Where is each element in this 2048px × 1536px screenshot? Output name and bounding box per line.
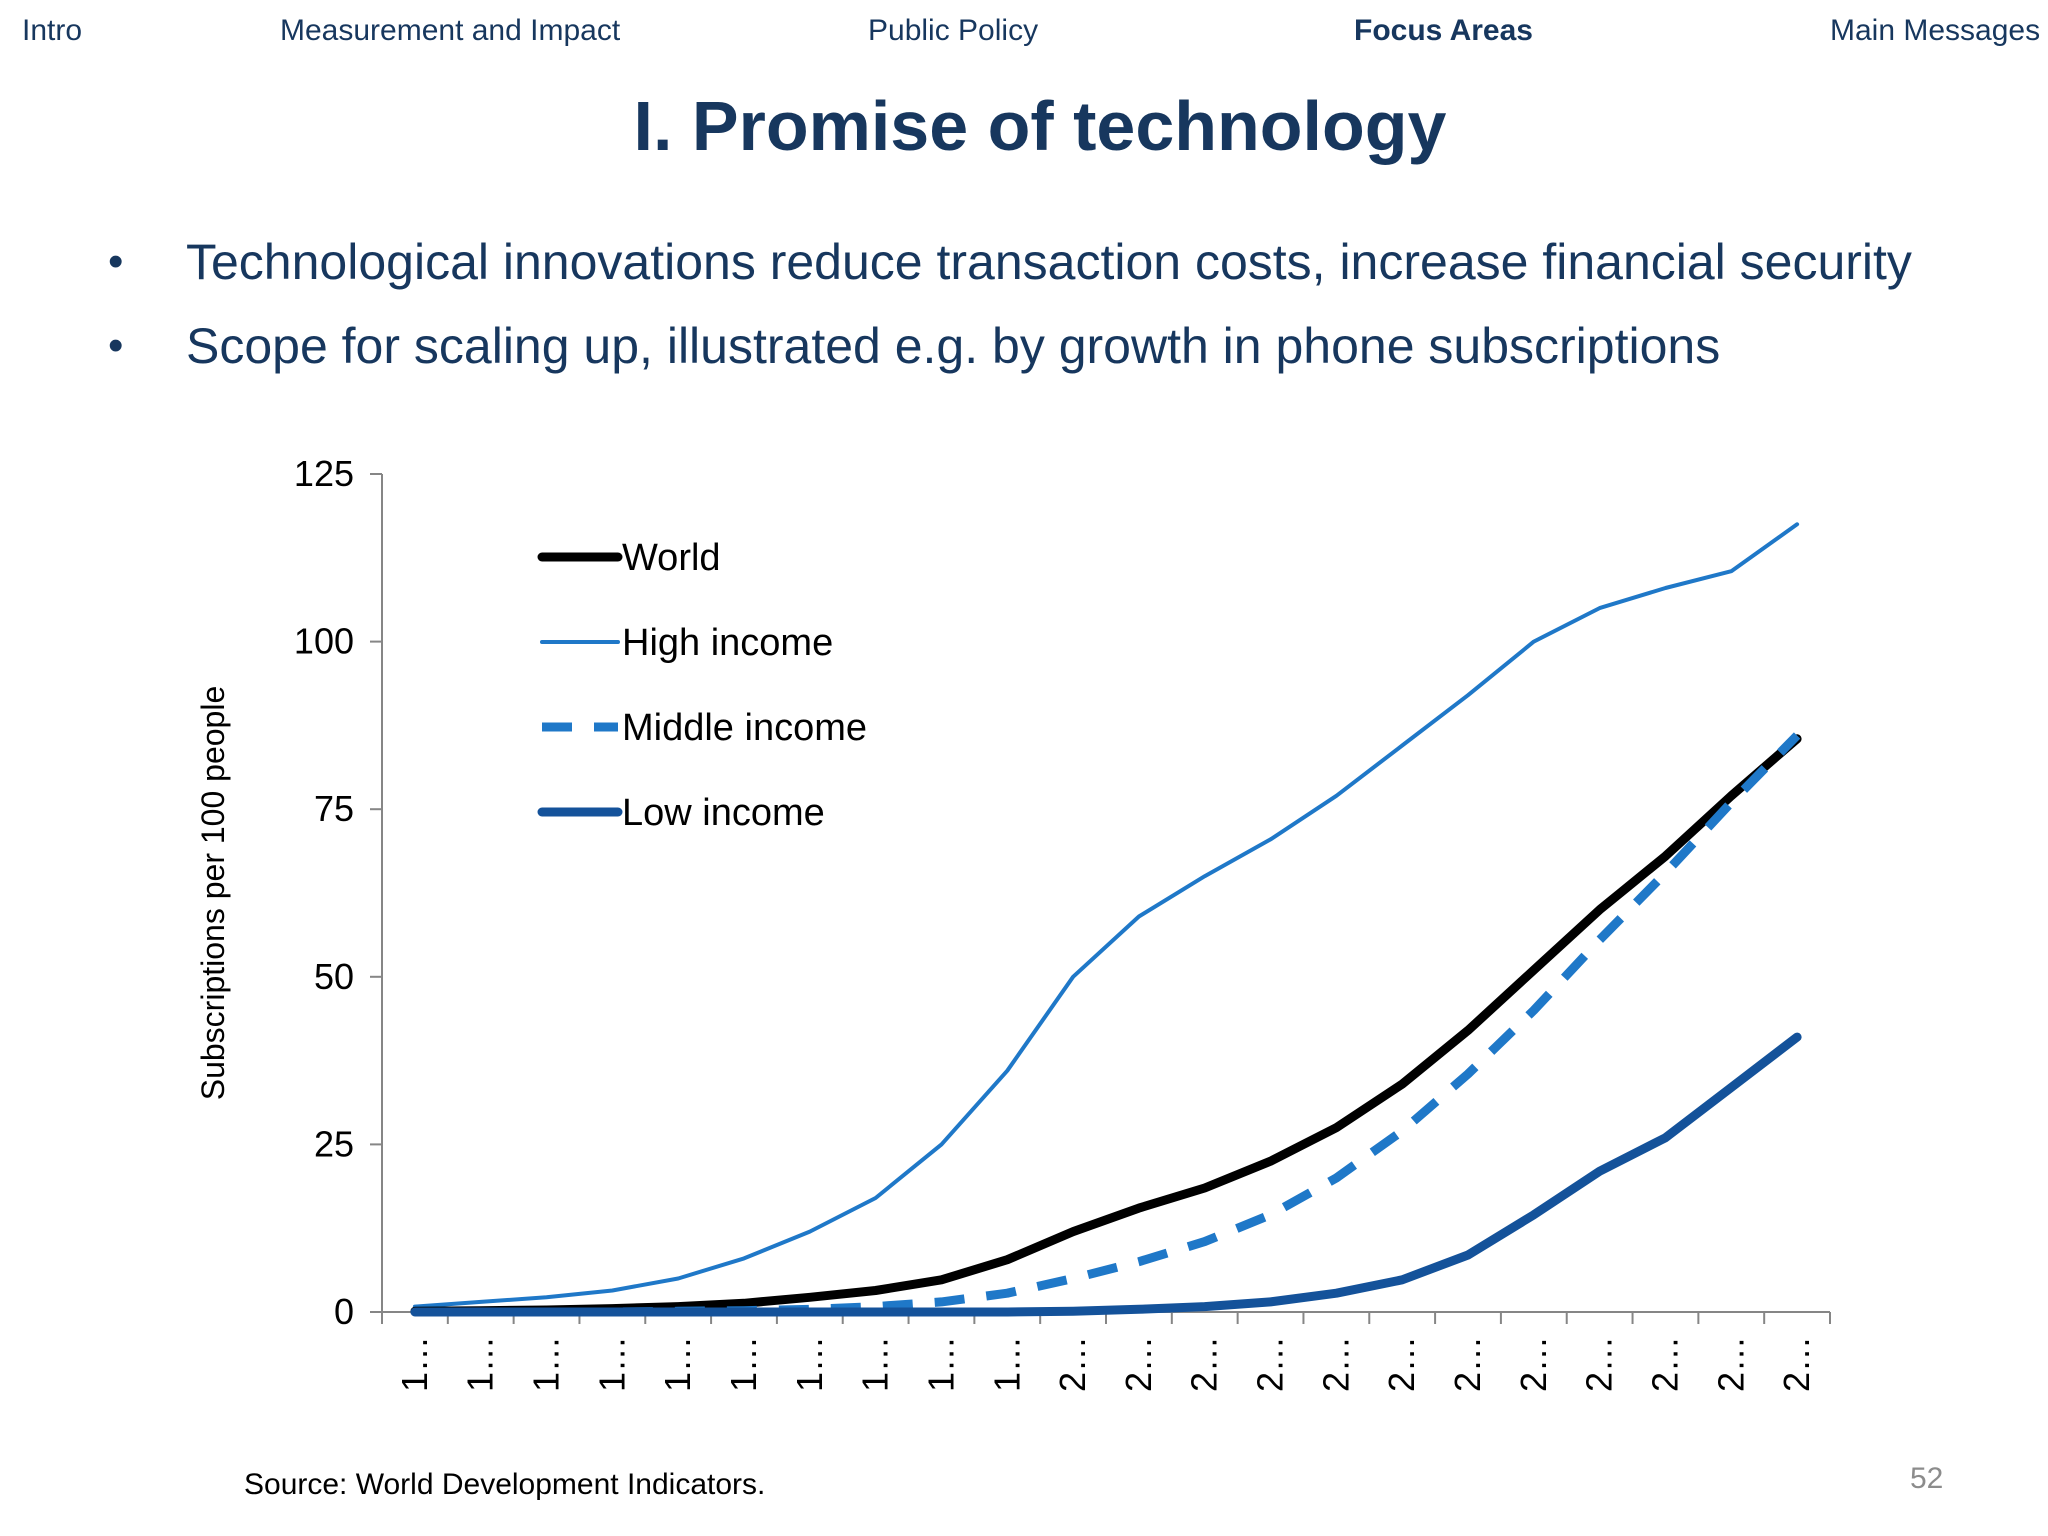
source-note: Source: World Development Indicators. xyxy=(244,1468,766,1501)
x-tick-label: 2… xyxy=(1447,1336,1488,1392)
x-tick-label: 1… xyxy=(920,1336,961,1392)
x-tick-label: 2… xyxy=(1052,1336,1093,1392)
legend-label-low-income: Low income xyxy=(622,792,825,834)
bullet-list: • Technological innovations reduce trans… xyxy=(100,220,1912,388)
y-tick-label: 25 xyxy=(314,1123,354,1164)
slide-title: I. Promise of technology xyxy=(633,87,1447,165)
y-tick-label: 75 xyxy=(314,788,354,829)
bullet-text: Technological innovations reduce transac… xyxy=(186,234,1912,290)
nav-measurement-and-impact[interactable]: Measurement and Impact xyxy=(280,14,621,47)
legend-label-world: World xyxy=(622,537,721,579)
x-tick-label: 2… xyxy=(1579,1336,1620,1392)
nav-main-messages[interactable]: Main Messages xyxy=(1830,14,2041,47)
bullet-item: • Technological innovations reduce trans… xyxy=(100,220,1912,304)
y-axis-title: Subscriptions per 100 people xyxy=(195,686,231,1101)
x-tick-label: 2… xyxy=(1381,1336,1422,1392)
y-tick-label: 50 xyxy=(314,956,354,997)
x-tick-label: 1… xyxy=(986,1336,1027,1392)
top-navigation: Intro Measurement and Impact Public Poli… xyxy=(0,0,2048,64)
x-tick-label: 1… xyxy=(591,1336,632,1392)
x-tick-label: 2… xyxy=(1118,1336,1159,1392)
x-tick-label: 2… xyxy=(1250,1336,1291,1392)
nav-intro[interactable]: Intro xyxy=(22,14,83,47)
x-tick-label: 2… xyxy=(1644,1336,1685,1392)
nav-focus-areas[interactable]: Focus Areas xyxy=(1354,14,1533,47)
x-tick-label: 1… xyxy=(855,1336,896,1392)
x-tick-label: 1… xyxy=(460,1336,501,1392)
bullet-symbol: • xyxy=(108,321,124,370)
nav-public-policy[interactable]: Public Policy xyxy=(868,14,1039,47)
x-tick-label: 2… xyxy=(1513,1336,1554,1392)
y-tick-label: 0 xyxy=(334,1291,354,1332)
page-number: 52 xyxy=(1910,1462,1944,1495)
x-tick-label: 1… xyxy=(657,1336,698,1392)
x-tick-label: 2… xyxy=(1776,1336,1817,1392)
y-tick-label: 100 xyxy=(294,621,354,662)
x-tick-label: 1… xyxy=(526,1336,567,1392)
legend-label-middle-income: Middle income xyxy=(622,707,867,749)
series-line-low-income xyxy=(410,1032,1802,1317)
series-line-high-income xyxy=(412,522,1800,1309)
x-tick-label: 2… xyxy=(1710,1336,1751,1392)
legend-label-high-income: High income xyxy=(622,622,833,664)
x-tick-label: 1… xyxy=(723,1336,764,1392)
bullet-text: Scope for scaling up, illustrated e.g. b… xyxy=(186,318,1721,374)
x-tick-label: 1… xyxy=(789,1336,830,1392)
bullet-item: • Scope for scaling up, illustrated e.g.… xyxy=(100,304,1912,388)
x-tick-label: 1… xyxy=(394,1336,435,1392)
bullet-symbol: • xyxy=(108,237,124,286)
y-tick-label: 125 xyxy=(294,453,354,494)
subscriptions-line-chart: 0 25 50 75 100 125 Subscriptions per 100 peopl… xyxy=(195,453,1831,1392)
x-tick-label: 2… xyxy=(1315,1336,1356,1392)
x-tick-label: 2… xyxy=(1184,1336,1225,1392)
